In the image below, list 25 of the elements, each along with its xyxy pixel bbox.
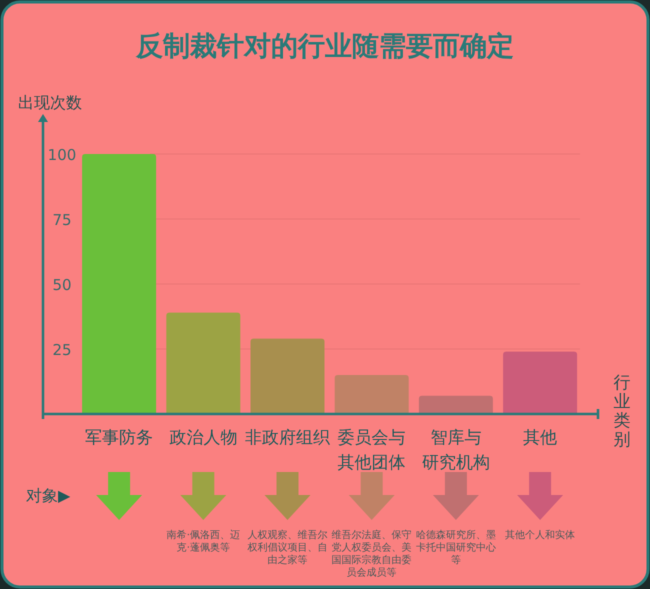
bar <box>334 375 409 414</box>
text: 哈德森研究所、墨卡托中国研究中心等 <box>416 529 496 566</box>
chart-title: 反制裁针对的行业随需要而确定 <box>135 31 514 62</box>
text: 维吾尔法庭、保守党人权委员会、美国国际宗教自由委员会成员等 <box>332 529 412 578</box>
text: 南希·佩洛西、迈克·蓬佩奥等 <box>166 529 240 554</box>
bar <box>503 352 578 414</box>
text: 人权观察、维吾尔权利倡议项目、自由之家等 <box>246 529 328 566</box>
bar <box>82 154 156 414</box>
x-tick-label: 智库与研究机构 <box>422 428 490 473</box>
y-tick-label: 75 <box>52 211 72 229</box>
bar <box>250 338 324 414</box>
bar <box>166 312 240 414</box>
y-tick-label: 50 <box>52 276 72 294</box>
x-tick-label: 政治人物 <box>169 428 238 448</box>
x-tick-label: 其他 <box>523 428 558 448</box>
x-axis-title: 行业类别 <box>614 373 630 450</box>
y-tick-label: 25 <box>52 341 72 359</box>
text: 其他个人和实体 <box>505 529 576 541</box>
y-axis-title: 出现次数 <box>18 93 82 112</box>
x-tick-label: 委员会与其他团体 <box>338 428 406 473</box>
x-tick-label: 非政府组织 <box>245 428 330 448</box>
text: 对象▶ <box>26 486 71 505</box>
bar <box>418 396 493 414</box>
y-tick-label: 100 <box>48 146 76 164</box>
x-tick-label: 军事防务 <box>85 428 154 448</box>
